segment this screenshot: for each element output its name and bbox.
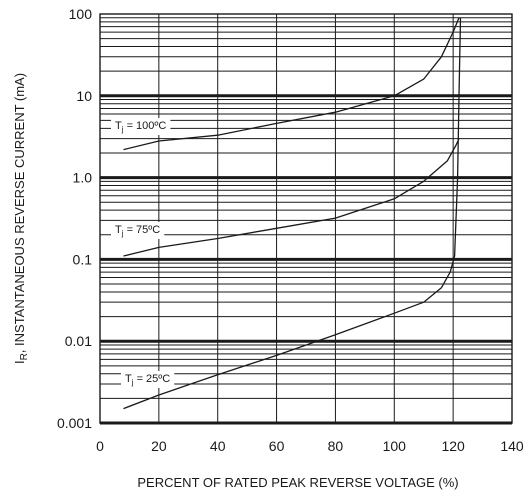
- series-label-text: Tj = 100ºC: [115, 120, 166, 134]
- x-tick-label: 60: [269, 438, 285, 454]
- y-tick-labels: 0.001 0.01 0.1 1.0 10 100: [57, 6, 92, 431]
- series-label-prefix: T: [115, 120, 122, 132]
- series-label-text: Tj = 75ºC: [115, 224, 160, 238]
- series-label-background: [111, 118, 171, 135]
- series-label-2: Tj = 75ºC: [111, 222, 165, 239]
- y-tick-label: 10: [76, 88, 92, 104]
- curves: [123, 17, 462, 410]
- y-axis-label-symbol: I: [12, 360, 27, 364]
- series-line-1: [123, 17, 460, 151]
- series-label-prefix: T: [125, 373, 132, 385]
- y-tick-label: 100: [69, 6, 93, 22]
- x-tick-label: 0: [96, 438, 104, 454]
- x-tick-label: 20: [151, 438, 167, 454]
- grid: [100, 14, 512, 425]
- series-label-suffix: = 75ºC: [124, 224, 161, 236]
- series-label-background: [121, 371, 175, 388]
- x-tick-label: 140: [500, 438, 524, 454]
- y-tick-label: 0.1: [73, 251, 93, 267]
- series-line-2: [123, 138, 460, 257]
- y-tick-label: 0.001: [57, 415, 92, 431]
- series-label-background: [111, 222, 165, 239]
- y-axis-label-rest: , INSTANTANEOUS REVERSE CURRENT (mA): [12, 73, 27, 353]
- y-tick-label: 1.0: [73, 170, 93, 186]
- series-label-1: Tj = 100ºC: [111, 118, 171, 135]
- series-line-3: [123, 17, 462, 410]
- x-tick-labels: 0 20 40 60 80 100 120 140: [96, 438, 524, 454]
- series-label-suffix: = 100ºC: [124, 120, 167, 132]
- series-label-sub: j: [121, 229, 124, 238]
- y-axis-label: IR, INSTANTANEOUS REVERSE CURRENT (mA): [12, 73, 30, 364]
- series-label-prefix: T: [115, 224, 122, 236]
- x-tick-label: 80: [328, 438, 344, 454]
- series-label-text: Tj = 25ºC: [125, 373, 170, 387]
- y-axis-label-subscript: R: [19, 353, 30, 360]
- x-axis-label: PERCENT OF RATED PEAK REVERSE VOLTAGE (%…: [137, 475, 458, 490]
- x-tick-label: 120: [441, 438, 465, 454]
- series-label-sub: j: [121, 125, 124, 134]
- y-tick-label: 0.01: [65, 333, 92, 349]
- series-label-suffix: = 25ºC: [134, 373, 171, 385]
- series-label-3: Tj = 25ºC: [121, 371, 175, 388]
- x-tick-label: 40: [210, 438, 226, 454]
- plot-frame: [99, 13, 513, 424]
- x-tick-label: 100: [383, 438, 407, 454]
- series-label-sub: j: [131, 378, 134, 387]
